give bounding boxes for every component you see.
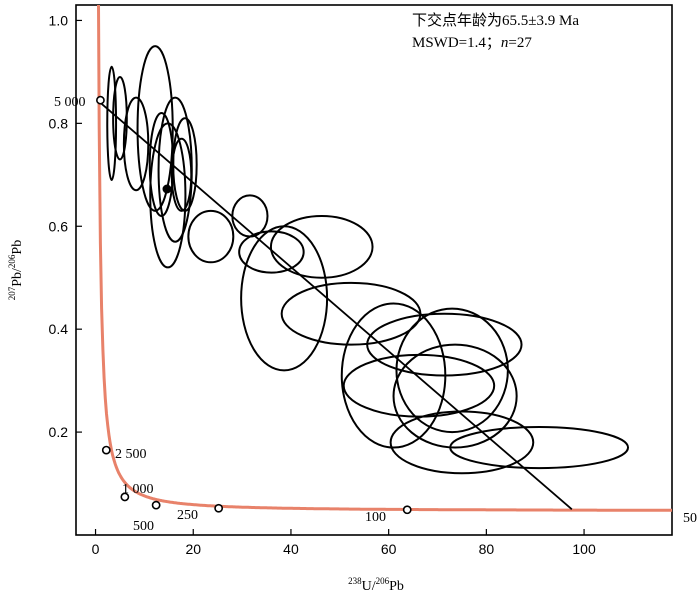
error-ellipse bbox=[269, 214, 374, 279]
error-ellipse bbox=[342, 353, 496, 418]
error-ellipse bbox=[449, 425, 630, 470]
x-tick-label: 80 bbox=[479, 541, 495, 557]
error-ellipse bbox=[122, 96, 150, 192]
annotation-line-1: 下交点年龄为65.5±3.9 Ma bbox=[412, 11, 579, 29]
age-marker bbox=[151, 500, 161, 510]
y-tick-label: 0.6 bbox=[49, 218, 69, 234]
error-ellipses bbox=[106, 45, 630, 475]
centroid-dot bbox=[162, 184, 172, 194]
y-tick-label: 0.8 bbox=[49, 115, 69, 131]
concordia-curve bbox=[96, 5, 672, 512]
error-ellipse bbox=[392, 343, 518, 449]
age-label: 1 000 bbox=[122, 482, 154, 497]
y-tick-label: 0.4 bbox=[49, 321, 69, 337]
error-ellipse bbox=[187, 209, 235, 264]
x-tick-label: 40 bbox=[283, 541, 299, 557]
age-marker bbox=[214, 503, 224, 513]
age-marker bbox=[402, 505, 412, 515]
age-label: 250 bbox=[177, 508, 198, 523]
annotation-line-2: MSWD=1.4；n=27 bbox=[412, 35, 532, 51]
x-tick-label: 60 bbox=[381, 541, 397, 557]
age-label: 50 bbox=[683, 511, 697, 526]
age-labels: 5 000 2 500 1 000 500 250 100 50 bbox=[54, 95, 697, 534]
plot-frame bbox=[75, 4, 673, 536]
age-label: 2 500 bbox=[115, 447, 147, 462]
x-tick-label: 100 bbox=[572, 541, 596, 557]
age-label: 5 000 bbox=[54, 95, 86, 110]
age-marker bbox=[120, 492, 130, 502]
age-label: 500 bbox=[133, 519, 154, 534]
age-marker bbox=[101, 445, 111, 455]
error-ellipse bbox=[149, 122, 187, 269]
x-axis-ticks: 0 20 40 60 80 100 bbox=[92, 529, 596, 557]
y-tick-label: 1.0 bbox=[49, 12, 69, 28]
y-tick-label: 0.2 bbox=[49, 424, 69, 440]
discordia-line bbox=[99, 102, 573, 510]
x-tick-label: 20 bbox=[185, 541, 201, 557]
error-ellipse bbox=[238, 230, 305, 274]
age-label: 100 bbox=[365, 510, 386, 525]
y-axis-title: 207Pb/206Pb bbox=[7, 240, 25, 300]
error-ellipse bbox=[366, 312, 523, 377]
error-ellipse bbox=[231, 194, 269, 238]
error-ellipse bbox=[389, 410, 535, 475]
age-marker bbox=[96, 95, 105, 105]
error-ellipse bbox=[106, 65, 118, 181]
x-axis-title: 238U/206Pb bbox=[348, 576, 404, 594]
y-axis-ticks: 0.2 0.4 0.6 0.8 1.0 bbox=[49, 12, 82, 440]
error-ellipse bbox=[136, 45, 174, 212]
error-ellipse bbox=[240, 225, 329, 372]
age-markers bbox=[96, 95, 412, 515]
x-tick-label: 0 bbox=[92, 541, 100, 557]
error-ellipse bbox=[170, 137, 193, 212]
